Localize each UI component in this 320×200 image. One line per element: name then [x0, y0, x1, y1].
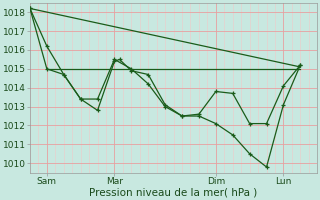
- X-axis label: Pression niveau de la mer( hPa ): Pression niveau de la mer( hPa ): [90, 187, 258, 197]
